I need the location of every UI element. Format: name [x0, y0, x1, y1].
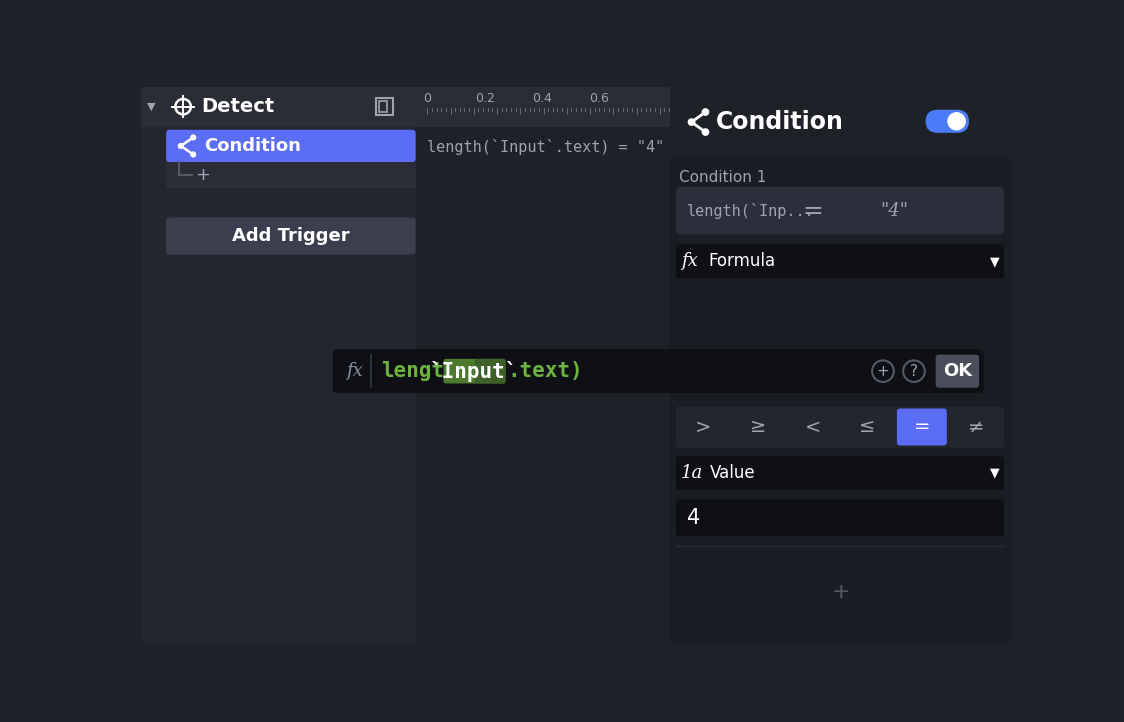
Bar — [140, 87, 416, 643]
Text: +: + — [832, 582, 850, 601]
Text: ≠: ≠ — [969, 417, 985, 437]
FancyBboxPatch shape — [676, 406, 1004, 448]
Text: 0: 0 — [424, 92, 432, 105]
Text: =: = — [914, 417, 931, 437]
Text: Detect: Detect — [201, 97, 274, 116]
Text: ▼: ▼ — [990, 466, 999, 479]
Text: Condition: Condition — [205, 137, 301, 155]
FancyBboxPatch shape — [676, 500, 1004, 536]
Circle shape — [190, 152, 197, 157]
Text: +: + — [194, 166, 210, 184]
Text: Value: Value — [710, 464, 755, 482]
Text: length(: length( — [381, 361, 469, 381]
Text: length(`Inp...: length(`Inp... — [687, 203, 815, 219]
Bar — [377, 98, 393, 115]
Text: .text): .text) — [507, 361, 583, 381]
Text: ▼: ▼ — [147, 102, 155, 112]
Text: fx: fx — [681, 253, 698, 271]
Circle shape — [701, 108, 709, 116]
Bar — [140, 87, 416, 126]
Text: 0.2: 0.2 — [474, 92, 495, 105]
Text: ≤: ≤ — [859, 417, 876, 437]
FancyBboxPatch shape — [444, 359, 506, 383]
Text: <: < — [805, 417, 821, 437]
Text: "4": "4" — [880, 201, 908, 219]
Bar — [670, 87, 1012, 157]
Text: length(`Input`.text) = "4": length(`Input`.text) = "4" — [427, 139, 664, 155]
Text: OK: OK — [943, 362, 972, 380]
Bar — [166, 162, 416, 188]
FancyBboxPatch shape — [925, 110, 969, 133]
Text: 0.4: 0.4 — [532, 92, 552, 105]
Text: Condition: Condition — [716, 110, 844, 134]
Bar — [416, 87, 670, 126]
FancyBboxPatch shape — [166, 217, 416, 254]
Text: ?: ? — [910, 364, 918, 378]
Text: Condition 1: Condition 1 — [679, 170, 767, 185]
FancyBboxPatch shape — [676, 187, 1004, 235]
Text: ▼: ▼ — [990, 255, 999, 268]
Text: Add Trigger: Add Trigger — [232, 227, 350, 245]
FancyBboxPatch shape — [935, 355, 979, 388]
FancyBboxPatch shape — [166, 130, 416, 162]
Text: =: = — [803, 199, 824, 222]
Circle shape — [190, 134, 197, 141]
FancyBboxPatch shape — [676, 245, 1004, 279]
Text: 0.6: 0.6 — [589, 92, 609, 105]
Circle shape — [688, 118, 696, 126]
Bar — [379, 101, 387, 112]
Text: ≥: ≥ — [750, 417, 767, 437]
Circle shape — [701, 129, 709, 136]
Text: 1a: 1a — [680, 464, 702, 482]
Text: >: > — [695, 417, 711, 437]
FancyBboxPatch shape — [333, 349, 984, 393]
Text: +: + — [877, 364, 889, 378]
FancyBboxPatch shape — [474, 359, 506, 383]
FancyBboxPatch shape — [897, 409, 946, 445]
Circle shape — [178, 143, 184, 149]
Text: Formula: Formula — [708, 253, 776, 271]
Circle shape — [948, 112, 966, 131]
FancyBboxPatch shape — [676, 456, 1004, 490]
Text: `Input`: `Input` — [430, 361, 518, 382]
Text: 4: 4 — [687, 508, 700, 528]
Text: fx: fx — [346, 362, 363, 380]
Bar — [670, 87, 1012, 643]
